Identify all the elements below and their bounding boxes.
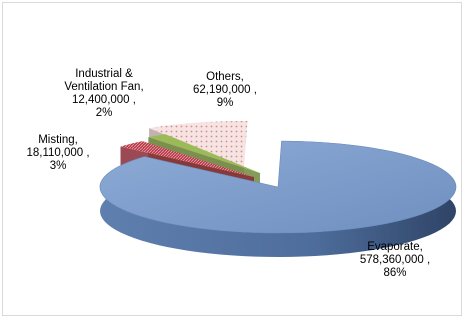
- data-label-evaporate-line: Evaporate,: [367, 241, 423, 253]
- slice-top-misting: [120, 141, 254, 177]
- slice-top-evaporate: [99, 140, 457, 234]
- data-label-industrial-line: 12,400,000 ,: [72, 94, 136, 106]
- data-label-industrial: Industrial & Ventilation Fan, 12,400,000 ,…: [64, 68, 143, 119]
- data-label-misting: Misting, 18,110,000 , 3%: [26, 134, 89, 172]
- data-label-evaporate: Evaporate, 578,360,000 , 86%: [360, 241, 430, 279]
- data-label-misting-line: 18,110,000 ,: [26, 147, 89, 159]
- data-label-evaporate-line: 86%: [383, 267, 406, 279]
- slice-top-others: [149, 121, 248, 167]
- data-label-evaporate-line: 578,360,000 ,: [360, 254, 430, 266]
- slice-top-industrial: [148, 134, 260, 173]
- data-label-others-line: 9%: [217, 97, 234, 109]
- data-label-misting-line: Misting,: [38, 134, 78, 146]
- data-label-others-line: 62,190,000 ,: [193, 84, 257, 96]
- data-label-industrial-line: Ventilation Fan,: [64, 81, 143, 93]
- slice-evaporate: [99, 140, 457, 257]
- data-label-industrial-line: Industrial &: [75, 68, 133, 80]
- data-label-others-line: Others,: [206, 71, 244, 83]
- data-label-others: Others, 62,190,000 , 9%: [193, 71, 257, 109]
- data-label-misting-line: 3%: [50, 160, 67, 172]
- data-label-industrial-line: 2%: [96, 107, 113, 119]
